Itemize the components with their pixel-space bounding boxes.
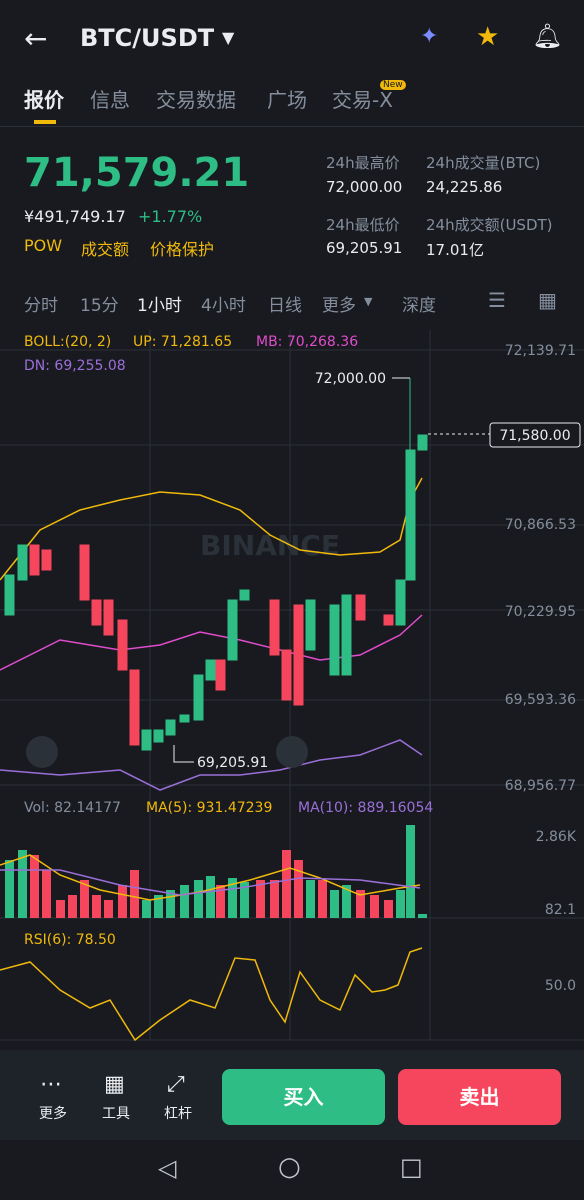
boll-mb: MB: 70,268.36 [256, 334, 358, 350]
more-icon[interactable]: ⋯ [40, 1072, 62, 1097]
interval[interactable]: 15分 [80, 296, 119, 316]
tab[interactable]: 交易数据 [156, 88, 236, 112]
expand-button[interactable] [26, 736, 58, 768]
stat-label: 24h最高价 [326, 154, 400, 172]
red-candles [29, 544, 394, 746]
rsi-axis-label: 50.0 [545, 978, 576, 994]
buy-button[interactable]: 买入 [222, 1069, 385, 1125]
price-axis-label: 68,956.77 [505, 778, 576, 794]
nav-bar [0, 1140, 584, 1200]
leverage-icon[interactable]: ⤢ [167, 1072, 185, 1097]
boll-label: BOLL:(20, 2) [24, 334, 111, 350]
change: +1.77% [138, 207, 203, 226]
nav-back[interactable]: ◁ [158, 1154, 177, 1182]
grid-icon[interactable]: ▦ [538, 288, 557, 312]
eye-button[interactable] [276, 736, 308, 768]
nav-home[interactable]: ○ [278, 1152, 301, 1182]
star-icon[interactable]: ★ [476, 22, 500, 52]
vol-ma10-line [0, 869, 421, 896]
interval[interactable]: 日线 [268, 296, 302, 316]
tag[interactable]: 价格保护 [150, 240, 215, 259]
divider [0, 126, 584, 127]
vol-ma10: MA(10): 889.16054 [298, 800, 433, 816]
stat-value: 72,000.00 [326, 178, 403, 196]
watermark: BINANCE [200, 529, 340, 562]
stat-label: 24h成交额(USDT) [426, 216, 553, 234]
tool-label[interactable]: 工具 [102, 1106, 130, 1122]
price-axis-label: 70,866.53 [505, 517, 576, 533]
stat-value: 17.01亿 [426, 241, 484, 259]
interval[interactable]: 更多 [322, 296, 356, 316]
new-badge: New [380, 80, 406, 90]
tools-icon[interactable]: ▦ [104, 1072, 125, 1097]
interval[interactable]: 4小时 [201, 296, 246, 316]
low-marker [173, 745, 194, 763]
kline-chart: BINANCE BOLL:(20, 2) UP: 71,281.65 MB: 7… [0, 330, 584, 1042]
stat-value: 24,225.86 [426, 178, 503, 196]
interval[interactable]: 分时 [24, 296, 58, 316]
vol-label: Vol: 82.14177 [24, 800, 121, 816]
rsi-line [0, 947, 423, 1042]
interval[interactable]: 深度 [402, 296, 436, 316]
bell-icon[interactable]: 🔔︎ [532, 22, 563, 50]
stat-label: 24h最低价 [326, 216, 400, 234]
high-annotation: 72,000.00 [315, 371, 386, 387]
volume-axis-label: 82.1 [545, 902, 576, 918]
current-price-box [489, 422, 581, 448]
green-candles [4, 434, 428, 751]
stat-value: 69,205.91 [326, 239, 403, 257]
more-caret: ▼ [364, 295, 373, 308]
tool-label[interactable]: 更多 [39, 1106, 67, 1122]
tab[interactable]: 交易-X [332, 88, 393, 112]
price-axis-label: 70,229.95 [505, 604, 576, 620]
vol-ma5-line [0, 854, 421, 901]
tag[interactable]: POW [24, 236, 63, 255]
cny-price: ¥491,749.17 [24, 207, 126, 226]
ai-icon[interactable]: ✦ [420, 24, 439, 49]
red-volume [30, 850, 393, 918]
price-axis-label: 72,139.71 [505, 343, 576, 359]
rsi-label: RSI(6): 78.50 [24, 932, 116, 948]
boll-up: UP: 71,281.65 [133, 334, 232, 350]
tag[interactable]: 成交额 [81, 240, 130, 259]
price-axis-label: 69,593.36 [505, 692, 576, 708]
nav-recent[interactable]: □ [400, 1153, 423, 1181]
back-button[interactable]: ← [24, 22, 48, 55]
dropdown-icon[interactable]: ▼ [222, 28, 235, 47]
tab[interactable]: 信息 [90, 88, 130, 112]
interval-active[interactable]: 1小时 [137, 296, 182, 316]
boll-mb-line [0, 614, 423, 671]
tab[interactable]: 广场 [267, 88, 307, 112]
sell-button[interactable]: 卖出 [398, 1069, 561, 1125]
current-price: 71,580.00 [499, 428, 570, 444]
vol-ma5: MA(5): 931.47239 [146, 800, 272, 816]
tab-indicator [34, 120, 56, 124]
boll-dn-line [0, 739, 423, 791]
boll-up-line [0, 477, 423, 581]
tool-label[interactable]: 杠杆 [164, 1106, 192, 1122]
volume-axis-label: 2.86K [536, 829, 577, 845]
last-price: 71,579.21 [24, 150, 250, 196]
stat-label: 24h成交量(BTC) [426, 154, 541, 172]
low-annotation: 69,205.91 [197, 755, 268, 771]
pair-title[interactable]: BTC/USDT [80, 24, 215, 52]
tab[interactable]: 报价 [24, 88, 64, 112]
boll-dn: DN: 69,255.08 [24, 358, 126, 374]
settings-icon[interactable]: ☰ [488, 288, 506, 312]
